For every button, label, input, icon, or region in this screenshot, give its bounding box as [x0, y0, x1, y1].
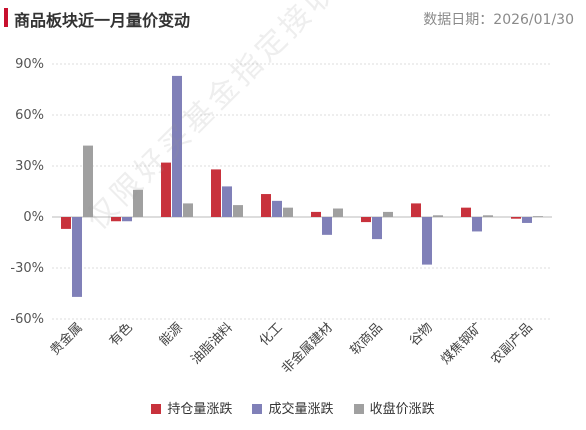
bar: [61, 217, 71, 229]
bar: [83, 145, 93, 217]
chart-title: 商品板块近一月量价变动: [14, 11, 191, 30]
y-tick-label: 60%: [15, 108, 44, 123]
bar: [472, 217, 482, 232]
bar: [133, 189, 143, 217]
bar: [461, 207, 471, 217]
x-tick-label: 有色: [106, 320, 136, 350]
bar: [361, 217, 371, 223]
bar: [322, 217, 332, 235]
x-tick-label: 谷物: [407, 320, 436, 349]
x-tick-label: 能源: [157, 320, 186, 349]
bar: [522, 217, 532, 223]
bar: [72, 217, 82, 297]
x-tick-label: 煤焦钢矿: [438, 320, 485, 367]
bar: [172, 75, 182, 218]
bar: [211, 169, 221, 217]
legend-label: 收盘价涨跌: [369, 402, 435, 417]
legend-swatch: [252, 404, 263, 414]
bar: [483, 215, 493, 217]
bar: [222, 186, 232, 217]
legend-label: 成交量涨跌: [268, 402, 334, 417]
bar: [333, 208, 343, 217]
bar: [422, 217, 432, 265]
x-tick-label: 化工: [257, 320, 286, 349]
bar: [433, 215, 443, 217]
y-tick-label: 30%: [15, 159, 44, 174]
legend-item-open-interest: 持仓量涨跌: [151, 398, 232, 417]
y-tick-label: -30%: [10, 261, 44, 276]
bar: [511, 217, 521, 219]
data-date: 数据日期：2026/01/30: [423, 12, 574, 28]
bar: [183, 203, 193, 217]
y-tick-label: 90%: [15, 57, 44, 72]
x-tick-label: 软商品: [348, 320, 386, 358]
x-tick-label: 贵金属: [47, 320, 86, 359]
bar: [311, 211, 321, 217]
bar: [283, 207, 293, 217]
bar: [411, 203, 421, 217]
x-tick-label: 农副产品: [488, 320, 535, 367]
bar: [161, 162, 171, 217]
bar: [122, 217, 132, 222]
chart-legend: 持仓量涨跌 成交量涨跌 收盘价涨跌: [0, 398, 586, 418]
bar: [383, 211, 393, 217]
bar: [533, 216, 543, 217]
legend-swatch: [353, 404, 364, 414]
y-tick-label: 0%: [23, 210, 44, 225]
legend-item-volume: 成交量涨跌: [252, 398, 334, 417]
legend-item-close-price: 收盘价涨跌: [353, 398, 435, 417]
bar: [233, 205, 243, 217]
y-tick-label: -60%: [10, 312, 44, 327]
legend-swatch: [151, 404, 162, 414]
bar: [261, 194, 271, 217]
chart-header: 商品板块近一月量价变动 数据日期：2026/01/30: [0, 0, 586, 36]
x-tick-label: 油脂油料: [188, 320, 235, 367]
legend-label: 持仓量涨跌: [167, 402, 233, 417]
x-tick-label: 非金属建材: [279, 320, 336, 377]
bar: [372, 217, 382, 240]
bar: [272, 200, 282, 217]
title-accent-bar: [4, 8, 8, 27]
bar: [111, 217, 121, 222]
